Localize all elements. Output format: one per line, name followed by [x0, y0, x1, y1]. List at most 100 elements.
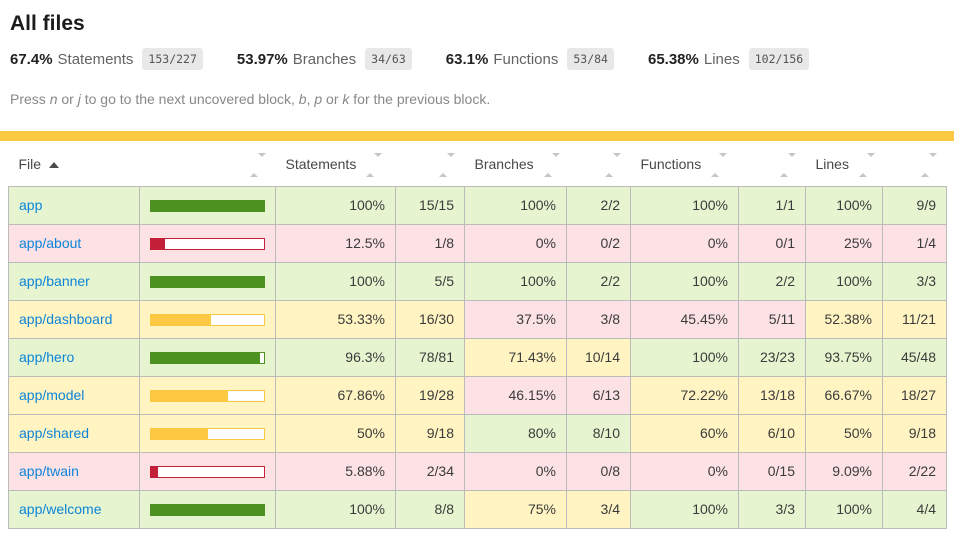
table-row: app 100% 15/15 100% 2/2 100% 1/1 100% 9/…	[8, 186, 947, 225]
file-link[interactable]: app	[19, 197, 43, 213]
coverage-bar-fill	[151, 466, 158, 477]
functions-raw-cell: 13/18	[738, 376, 806, 415]
coverage-bar-fill	[151, 504, 264, 515]
column-header-branches[interactable]: Branches	[465, 141, 567, 187]
statements-pct-cell: 67.86%	[275, 376, 396, 415]
file-link[interactable]: app/about	[19, 235, 82, 251]
column-header-file[interactable]: File	[9, 141, 140, 187]
branches-raw-cell: 3/8	[566, 300, 631, 339]
file-cell: app/banner	[8, 262, 140, 301]
lines-pct-cell: 100%	[805, 262, 883, 301]
branches-raw-cell: 2/2	[566, 262, 631, 301]
file-cell: app/twain	[8, 452, 140, 491]
lines-pct-cell: 66.67%	[805, 376, 883, 415]
stat-percentage: 65.38%	[647, 50, 699, 68]
lines-raw-cell: 45/48	[882, 338, 947, 377]
lines-pct-cell: 100%	[805, 186, 883, 225]
file-link[interactable]: app/dashboard	[19, 311, 113, 327]
keyboard-shortcuts-hint: Press n or j to go to the next uncovered…	[10, 91, 491, 107]
branches-raw-cell: 10/14	[566, 338, 631, 377]
stat-label: Statements	[57, 50, 134, 68]
lines-raw-cell: 18/27	[882, 376, 947, 415]
lines-raw-cell: 1/4	[882, 224, 947, 263]
lines-pct-cell: 50%	[805, 414, 883, 453]
coverage-bar-chart	[150, 351, 265, 364]
functions-raw-cell: 3/3	[738, 490, 806, 529]
branches-pct-cell: 80%	[464, 414, 567, 453]
file-cell: app/hero	[8, 338, 140, 377]
coverage-bar-chart	[150, 199, 265, 212]
column-header-statements[interactable]: Statements	[276, 141, 396, 187]
file-link[interactable]: app/twain	[19, 463, 79, 479]
file-link[interactable]: app/welcome	[19, 501, 102, 517]
functions-raw-cell: 5/11	[738, 300, 806, 339]
statements-pct-cell: 100%	[275, 490, 396, 529]
statements-pct-cell: 50%	[275, 414, 396, 453]
functions-pct-cell: 72.22%	[630, 376, 739, 415]
branches-pct-cell: 100%	[464, 186, 567, 225]
file-link[interactable]: app/hero	[19, 349, 75, 365]
stat-percentage: 63.1%	[445, 50, 489, 68]
stat-branches: 53.97% Branches 34/63	[237, 48, 412, 70]
functions-pct-cell: 60%	[630, 414, 739, 453]
lines-raw-cell: 4/4	[882, 490, 947, 529]
coverage-bar-cell	[139, 376, 276, 415]
column-header-functions[interactable]: Functions	[631, 141, 739, 187]
lines-pct-cell: 93.75%	[805, 338, 883, 377]
statements-raw-cell: 8/8	[395, 490, 465, 529]
branches-pct-cell: 37.5%	[464, 300, 567, 339]
statements-raw-cell: 1/8	[395, 224, 465, 263]
stat-fraction-badge: 153/227	[142, 48, 203, 70]
page-title: All files	[10, 12, 85, 35]
column-header-lines-raw-sorter[interactable]	[883, 141, 947, 187]
statements-raw-cell: 15/15	[395, 186, 465, 225]
branches-pct-cell: 71.43%	[464, 338, 567, 377]
column-header-statements-raw-sorter[interactable]	[396, 141, 465, 187]
coverage-bar-chart	[150, 313, 265, 326]
coverage-bar-fill	[151, 428, 208, 439]
branches-pct-cell: 75%	[464, 490, 567, 529]
file-cell: app/shared	[8, 414, 140, 453]
functions-raw-cell: 23/23	[738, 338, 806, 377]
coverage-bar-fill	[151, 200, 264, 211]
column-header-label: Branches	[474, 156, 534, 172]
statements-raw-cell: 78/81	[395, 338, 465, 377]
status-line	[0, 131, 954, 141]
lines-raw-cell: 9/18	[882, 414, 947, 453]
coverage-bar-fill	[151, 314, 212, 325]
lines-raw-cell: 2/22	[882, 452, 947, 491]
coverage-summary-stats: 67.4% Statements 153/227 53.97% Branches…	[10, 48, 944, 70]
table-row: app/twain 5.88% 2/34 0% 0/8 0% 0/15 9.09…	[8, 452, 947, 491]
coverage-bar-cell	[139, 490, 276, 529]
file-link[interactable]: app/model	[19, 387, 85, 403]
column-header-branches-raw-sorter[interactable]	[567, 141, 631, 187]
table-header-row: File Statements Branches Functions Lines	[9, 141, 947, 187]
coverage-bar-fill	[151, 276, 264, 287]
file-cell: app	[8, 186, 140, 225]
coverage-bar-chart	[150, 237, 265, 250]
coverage-bar-fill	[151, 390, 228, 401]
sort-ascending-icon	[49, 162, 60, 169]
stat-label: Branches	[292, 50, 357, 68]
branches-pct-cell: 46.15%	[464, 376, 567, 415]
coverage-bar-cell	[139, 300, 276, 339]
coverage-bar-fill	[151, 352, 260, 363]
branches-raw-cell: 2/2	[566, 186, 631, 225]
column-header-functions-raw-sorter[interactable]	[739, 141, 806, 187]
functions-raw-cell: 0/1	[738, 224, 806, 263]
branches-pct-cell: 100%	[464, 262, 567, 301]
coverage-bar-cell	[139, 338, 276, 377]
coverage-bar-cell	[139, 224, 276, 263]
column-header-pic-sorter[interactable]	[140, 141, 276, 187]
coverage-bar-chart	[150, 389, 265, 402]
stat-percentage: 53.97%	[236, 50, 288, 68]
column-header-lines[interactable]: Lines	[806, 141, 883, 187]
branches-raw-cell: 3/4	[566, 490, 631, 529]
file-link[interactable]: app/shared	[19, 425, 90, 441]
table-row: app/shared 50% 9/18 80% 8/10 60% 6/10 50…	[8, 414, 947, 453]
file-link[interactable]: app/banner	[19, 273, 90, 289]
functions-raw-cell: 6/10	[738, 414, 806, 453]
lines-pct-cell: 52.38%	[805, 300, 883, 339]
functions-pct-cell: 0%	[630, 452, 739, 491]
coverage-table-container: File Statements Branches Functions Lines…	[0, 141, 954, 529]
